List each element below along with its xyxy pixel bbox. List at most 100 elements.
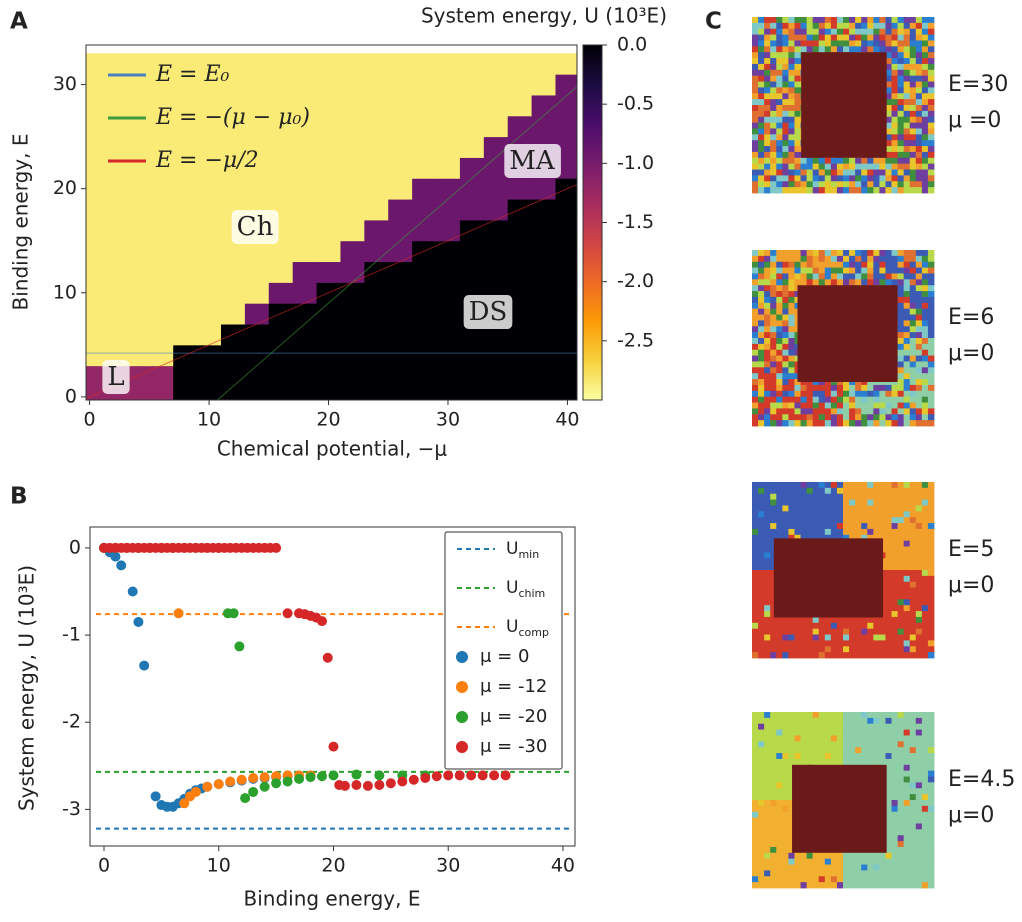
heat-cell xyxy=(364,53,389,75)
heat-cell xyxy=(531,261,556,283)
plot-frame xyxy=(89,526,576,847)
x-axis-label: Binding energy, E xyxy=(244,887,421,911)
heat-cell xyxy=(436,178,461,200)
legend-label-main: U xyxy=(506,539,518,559)
colorbar-tick-label: -1.0 xyxy=(617,152,654,174)
heat-cell xyxy=(388,261,413,283)
heat-cell xyxy=(173,365,198,387)
domain-snapshot xyxy=(752,17,935,194)
heat-cell xyxy=(316,303,341,325)
region-label: DS xyxy=(469,297,508,327)
heat-cell xyxy=(412,386,437,400)
heat-cell xyxy=(316,324,341,346)
heat-cell xyxy=(86,344,103,367)
heat-cell xyxy=(555,365,577,387)
heat-cell xyxy=(197,199,222,221)
x-tick-label: 0 xyxy=(84,409,96,431)
heat-cell xyxy=(412,74,437,96)
heat-cell xyxy=(412,365,437,387)
heat-cell xyxy=(340,136,365,158)
point xyxy=(294,773,305,784)
heat-cell xyxy=(197,261,222,283)
heat-cell xyxy=(86,74,103,96)
legend-label: E = E₀ xyxy=(155,62,230,87)
y-axis-label: System energy, U (10³E) xyxy=(15,565,39,811)
heat-cell xyxy=(459,199,485,221)
y-tick-label: 30 xyxy=(53,73,77,95)
heat-cell xyxy=(268,365,294,387)
y-tick-label: 0 xyxy=(65,385,77,407)
heat-cell xyxy=(197,74,222,96)
legend-box xyxy=(444,531,563,770)
heat-cell xyxy=(292,303,318,325)
point xyxy=(248,786,259,797)
heat-cell xyxy=(412,344,437,367)
panel-label: A xyxy=(10,9,28,35)
heat-cell xyxy=(340,53,365,75)
colorbar xyxy=(582,44,603,401)
heat-cell xyxy=(555,94,577,117)
heat-cell xyxy=(125,303,150,325)
heat-cell xyxy=(364,282,389,304)
heat-cell xyxy=(340,344,365,367)
heat-cell xyxy=(125,74,150,96)
heat-cell xyxy=(316,365,341,387)
heat-cell xyxy=(555,261,577,283)
plot-frame xyxy=(85,44,578,401)
heat-cell xyxy=(101,324,126,346)
point xyxy=(133,617,144,628)
point xyxy=(420,773,431,784)
heat-cell xyxy=(364,178,389,200)
heat-cell xyxy=(101,282,126,304)
heat-cell xyxy=(459,74,485,96)
point xyxy=(362,780,373,791)
heat-cell xyxy=(149,386,174,400)
heat-cell xyxy=(220,344,246,367)
heat-cell xyxy=(125,178,150,200)
heat-cell xyxy=(125,53,150,75)
point xyxy=(234,641,245,652)
heat-cell xyxy=(412,136,437,158)
legend-label-main: U xyxy=(506,617,518,637)
y-axis-label: Binding energy, E xyxy=(9,134,33,311)
heat-cell xyxy=(507,115,533,138)
heat-cell xyxy=(197,386,222,400)
heat-cell xyxy=(364,115,389,138)
heat-cell xyxy=(86,199,103,221)
heat-cell xyxy=(173,303,198,325)
point xyxy=(179,798,190,809)
heat-cell xyxy=(173,199,198,221)
heat-cell xyxy=(412,94,437,117)
legend-label: μ = -30 xyxy=(480,736,547,757)
snapshot-label: E=30 xyxy=(948,72,1008,97)
boundary-line xyxy=(216,86,577,400)
heat-cell xyxy=(220,115,246,138)
heat-cell xyxy=(364,219,389,242)
heat-cell xyxy=(125,115,150,138)
heat-cell xyxy=(173,136,198,158)
heat-cell xyxy=(268,74,294,96)
heat-cell xyxy=(316,53,341,75)
heat-cell xyxy=(244,94,270,117)
heat-cell xyxy=(149,219,174,242)
heat-cell xyxy=(507,365,533,387)
heat-cell xyxy=(412,219,437,242)
heat-cell xyxy=(412,53,437,75)
heat-cell xyxy=(292,261,318,283)
heat-cell xyxy=(292,157,318,179)
heat-cell xyxy=(268,282,294,304)
heat-cell xyxy=(531,344,556,367)
heat-cell xyxy=(436,282,461,304)
heat-cell xyxy=(483,386,509,400)
heat-cell xyxy=(86,53,103,75)
legend-marker xyxy=(456,681,468,693)
legend-label-subscript: min xyxy=(518,548,539,561)
point xyxy=(202,781,213,792)
heat-cell xyxy=(220,53,246,75)
heat-cell xyxy=(531,324,556,346)
heat-cell xyxy=(244,282,270,304)
heat-cell xyxy=(340,157,365,179)
snapshot-label: μ=0 xyxy=(948,803,994,828)
point xyxy=(228,608,239,619)
heat-cell xyxy=(340,240,365,263)
